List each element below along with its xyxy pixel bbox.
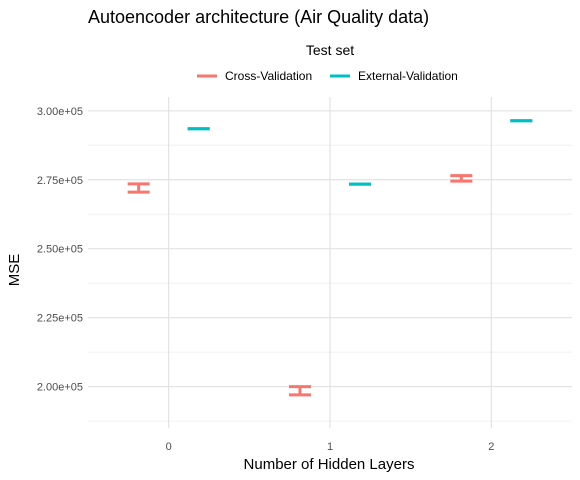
legend-label-cross-validation: Cross-Validation [225, 69, 312, 83]
series-external-validation [187, 119, 533, 186]
series-cross-validation [127, 174, 473, 397]
y-axis-title: MSE [6, 254, 23, 287]
legend-label-external-validation: External-Validation [358, 69, 458, 83]
y-tick-label: 2.75e+05 [37, 175, 83, 187]
x-tick-label: 2 [488, 441, 494, 453]
y-axis: 2.00e+05 2.25e+05 2.50e+05 2.75e+05 3.00e+05 [37, 106, 83, 394]
chart-title: Autoencoder architecture (Air Quality da… [88, 7, 429, 27]
x-axis-title: Number of Hidden Layers [244, 456, 415, 473]
legend-title: Test set [306, 42, 354, 58]
y-tick-label: 3.00e+05 [37, 106, 83, 118]
x-axis: 0 1 2 [166, 441, 495, 453]
y-tick-label: 2.00e+05 [37, 382, 83, 394]
plot-marks [127, 119, 533, 397]
y-tick-label: 2.25e+05 [37, 313, 83, 325]
y-tick-label: 2.50e+05 [37, 244, 83, 256]
x-tick-label: 1 [327, 441, 333, 453]
legend: Cross-Validation External-Validation [197, 69, 458, 83]
grid [88, 97, 572, 428]
x-tick-label: 0 [166, 441, 172, 453]
